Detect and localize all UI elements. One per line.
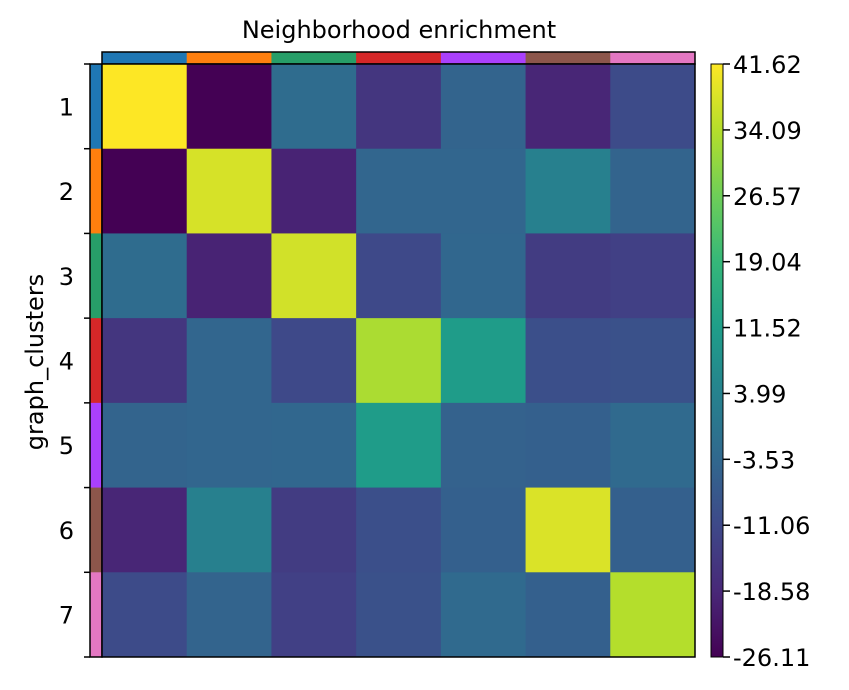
row-color-swatch-5: [90, 402, 102, 488]
heatmap-cell-r3-c4: [356, 233, 442, 319]
y-tick-label-4: 4: [59, 348, 74, 376]
colorbar-tick-label: 19.04: [733, 249, 802, 277]
heatmap-cell-r4-c3: [271, 318, 357, 404]
y-tick-label-2: 2: [59, 178, 74, 206]
colorbar-tick-label: -3.53: [733, 446, 795, 474]
heatmap-cell-r4-c5: [440, 318, 527, 404]
row-color-swatch-4: [90, 318, 102, 404]
heatmap-cell-r1-c6: [525, 64, 611, 150]
heatmap-cell-r3-c5: [440, 233, 527, 319]
heatmap-cell-r6-c4: [356, 487, 442, 573]
column-color-strip: [101, 51, 696, 65]
column-color-swatch-6: [525, 52, 611, 64]
heatmap-cell-r5-c6: [525, 402, 611, 489]
heatmap-cell-r5-c4: [356, 402, 442, 489]
heatmap-cell-r6-c7: [610, 487, 696, 573]
heatmap-cell-r3-c6: [525, 233, 611, 319]
column-color-swatch-2: [186, 52, 272, 64]
column-color-swatch-5: [440, 52, 526, 64]
heatmap-cell-r1-c4: [356, 64, 442, 150]
heatmap-cell-r5-c1: [102, 402, 188, 489]
heatmap-cell-r6-c1: [102, 487, 188, 573]
column-color-swatch-3: [271, 52, 357, 64]
y-tick-label-7: 7: [59, 602, 74, 630]
y-tick-label-6: 6: [59, 517, 74, 545]
heatmap-cell-r5-c7: [610, 402, 696, 489]
heatmap-cell-r1-c3: [271, 64, 357, 150]
heatmap-cell-r4-c7: [610, 318, 696, 404]
heatmap-cell-r7-c5: [440, 572, 527, 658]
column-color-swatch-4: [356, 52, 442, 64]
y-axis-ticks: 1 2 3 4 5 6 7: [59, 63, 90, 658]
row-color-swatch-7: [90, 572, 102, 658]
heatmap-cell-r7-c4: [356, 572, 442, 658]
colorbar-tick-label: -26.11: [733, 644, 810, 672]
heatmap-cell-r6-c2: [186, 487, 272, 573]
heatmap-cell-r1-c5: [440, 64, 527, 150]
heatmap-cell-r4-c1: [102, 318, 188, 404]
colorbar-tick-label: -18.58: [733, 578, 810, 606]
heatmap-cell-r3-c2: [186, 233, 272, 319]
y-tick-label-5: 5: [59, 432, 74, 460]
heatmap-cell-r5-c3: [271, 402, 357, 489]
heatmap-cell-r4-c4: [356, 318, 442, 404]
heatmap-cell-r6-c6: [525, 487, 611, 573]
heatmap-frame: [101, 63, 696, 658]
heatmap-cell-r7-c3: [271, 572, 357, 658]
heatmap-cells: [102, 64, 696, 658]
column-color-swatch-1: [102, 52, 188, 64]
heatmap-cell-r7-c2: [186, 572, 272, 658]
heatmap-cell-r4-c2: [186, 318, 272, 404]
row-color-swatch-1: [90, 64, 102, 150]
colorbar-tick-label: -11.06: [733, 512, 810, 540]
heatmap-cell-r7-c1: [102, 572, 188, 658]
row-color-swatch-6: [90, 487, 102, 573]
heatmap-cell-r6-c5: [440, 487, 527, 573]
heatmap-cell-r4-c6: [525, 318, 611, 404]
heatmap-cell-r2-c1: [102, 148, 188, 234]
heatmap-cell-r1-c2: [186, 64, 272, 150]
heatmap-cell-r2-c7: [610, 148, 696, 234]
heatmap-cell-r2-c5: [440, 148, 527, 234]
heatmap-cell-r2-c4: [356, 148, 442, 234]
row-color-strip: [89, 63, 103, 658]
heatmap-cell-r2-c2: [186, 148, 272, 234]
y-axis-label: graph_clusters: [21, 274, 49, 450]
y-tick-label-1: 1: [59, 93, 74, 121]
colorbar-ticks: 41.62 34.09 26.57 19.04 11.52 3.99 -3.53 -11.06…: [723, 51, 810, 672]
colorbar-tick-label: 26.57: [733, 183, 802, 211]
heatmap-cell-r2-c6: [525, 148, 611, 234]
colorbar-tick-label: 11.52: [733, 315, 802, 343]
row-color-swatch-3: [90, 233, 102, 319]
heatmap-cell-r1-c7: [610, 64, 696, 150]
heatmap-cell-r2-c3: [271, 148, 357, 234]
chart-title: Neighborhood enrichment: [242, 16, 556, 44]
row-color-swatch-2: [90, 148, 102, 234]
heatmap-cell-r3-c3: [271, 233, 357, 319]
colorbar-tick-label: 34.09: [733, 117, 802, 145]
heatmap-cell-r5-c5: [440, 402, 527, 489]
y-tick-label-3: 3: [59, 263, 74, 291]
heatmap-cell-r7-c7: [610, 572, 696, 658]
heatmap-cell-r5-c2: [186, 402, 272, 489]
colorbar: [710, 63, 724, 658]
heatmap-cell-r6-c3: [271, 487, 357, 573]
heatmap-cell-r7-c6: [525, 572, 611, 658]
heatmap-cell-r3-c1: [102, 233, 188, 319]
colorbar-tick-label: 3.99: [733, 380, 786, 408]
column-color-swatch-7: [610, 52, 696, 64]
heatmap-cell-r3-c7: [610, 233, 696, 319]
heatmap-cell-r1-c1: [102, 64, 188, 150]
colorbar-tick-label: 41.62: [733, 51, 802, 79]
